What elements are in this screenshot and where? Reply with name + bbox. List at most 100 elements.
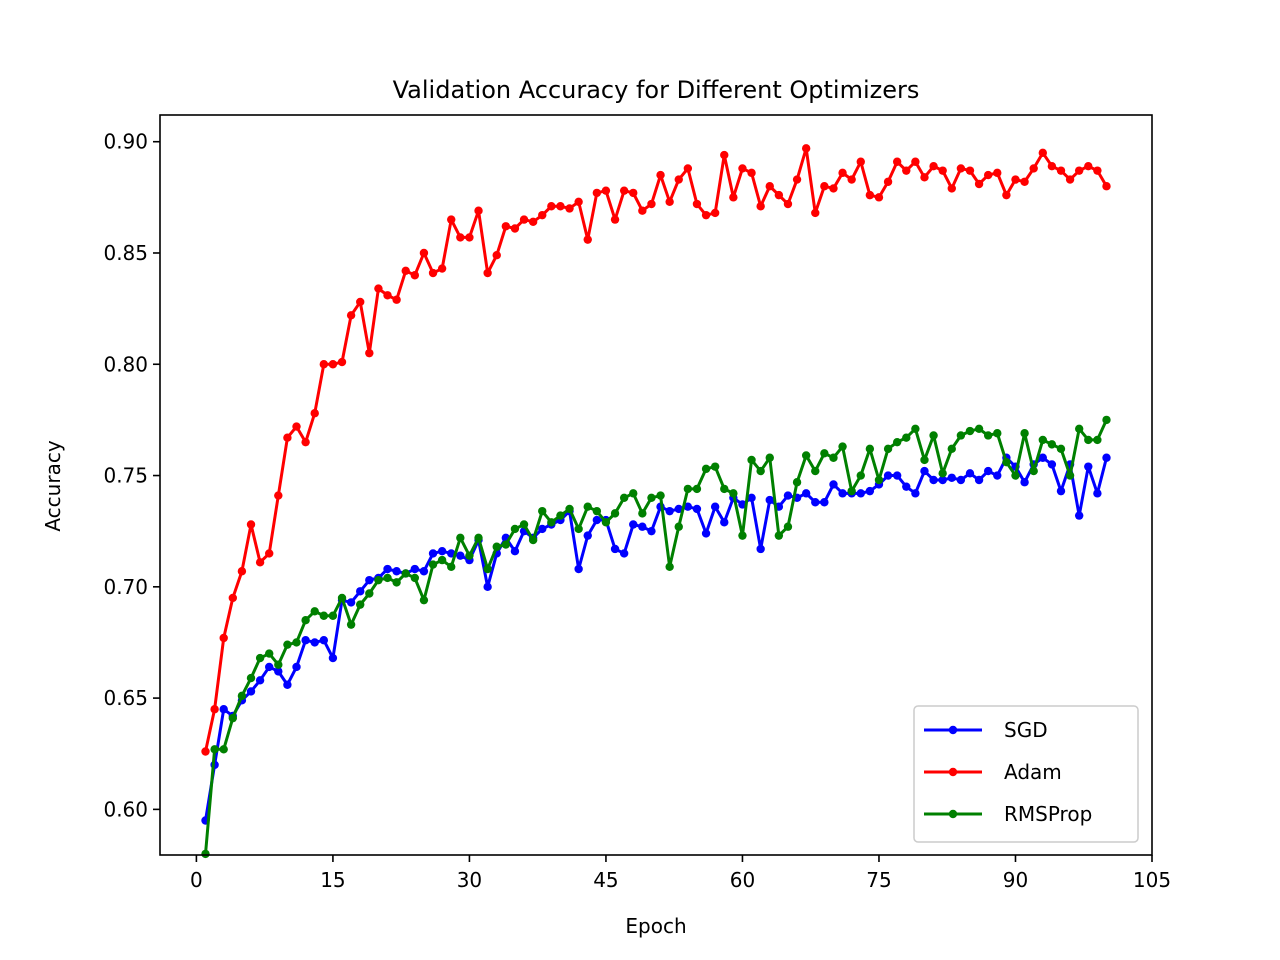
data-point-sgd	[993, 471, 1002, 480]
data-point-adam	[219, 633, 228, 643]
series-adam	[201, 144, 1111, 756]
data-point-sgd	[392, 567, 401, 576]
data-point-rmsprop	[902, 433, 911, 442]
data-point-sgd	[902, 482, 911, 491]
y-tick-label: 0.90	[103, 130, 148, 154]
data-point-adam	[883, 177, 893, 186]
legend-item-rmsprop: RMSProp	[924, 802, 1092, 826]
data-point-adam	[1074, 166, 1084, 175]
data-point-sgd	[437, 547, 447, 556]
data-point-sgd	[647, 526, 656, 536]
data-point-rmsprop	[283, 640, 292, 649]
data-point-adam	[629, 188, 638, 198]
data-point-rmsprop	[792, 478, 802, 487]
data-point-sgd	[328, 653, 338, 663]
data-point-rmsprop	[519, 520, 529, 529]
data-point-adam	[965, 166, 975, 175]
data-point-adam	[993, 168, 1002, 178]
data-point-rmsprop	[656, 491, 665, 500]
x-tick-label: 30	[457, 868, 482, 892]
data-point-rmsprop	[683, 484, 693, 494]
data-point-rmsprop	[501, 540, 511, 549]
data-point-adam	[1056, 166, 1066, 175]
data-point-rmsprop	[301, 616, 310, 625]
data-point-rmsprop	[883, 444, 893, 454]
data-point-rmsprop	[674, 522, 683, 531]
data-point-sgd	[283, 680, 292, 689]
chart-title: Validation Accuracy for Different Optimi…	[393, 76, 920, 104]
data-point-rmsprop	[274, 660, 283, 669]
data-point-rmsprop	[838, 442, 847, 451]
data-point-sgd	[974, 475, 984, 485]
data-point-adam	[765, 182, 774, 191]
data-point-adam	[947, 184, 956, 193]
data-point-adam	[1065, 175, 1075, 184]
data-point-adam	[538, 210, 547, 220]
data-point-sgd	[701, 529, 711, 538]
y-tick-label: 0.65	[103, 686, 148, 710]
data-point-sgd	[1084, 462, 1093, 471]
x-axis-label: Epoch	[625, 914, 686, 938]
data-point-sgd	[1074, 511, 1084, 520]
data-point-sgd	[383, 564, 392, 574]
x-tick-label: 60	[730, 868, 755, 892]
data-point-rmsprop	[920, 455, 929, 465]
data-point-rmsprop	[929, 431, 938, 440]
data-point-sgd	[956, 475, 966, 485]
data-point-rmsprop	[692, 484, 702, 494]
data-point-rmsprop	[1038, 435, 1047, 445]
data-point-rmsprop	[856, 471, 865, 480]
data-point-rmsprop	[1002, 457, 1011, 467]
data-point-adam	[801, 144, 811, 153]
data-point-adam	[865, 190, 875, 200]
data-point-rmsprop	[219, 745, 228, 754]
data-point-rmsprop	[583, 502, 592, 511]
data-point-rmsprop	[474, 533, 483, 543]
data-point-sgd	[865, 486, 875, 496]
data-point-sgd	[883, 471, 893, 480]
x-tick-label: 15	[320, 868, 345, 892]
data-point-adam	[210, 705, 219, 714]
data-point-sgd	[319, 636, 329, 645]
data-point-rmsprop	[1029, 466, 1038, 476]
data-point-rmsprop	[1093, 435, 1102, 445]
data-point-sgd	[892, 471, 902, 480]
data-point-sgd	[592, 515, 602, 525]
y-tick-label: 0.85	[103, 241, 148, 265]
data-point-adam	[374, 284, 383, 293]
data-point-adam	[683, 164, 693, 173]
data-point-adam	[328, 360, 338, 369]
data-point-sgd	[911, 489, 920, 498]
data-point-rmsprop	[292, 638, 301, 647]
legend-marker-adam	[948, 767, 958, 777]
data-point-adam	[456, 233, 465, 242]
series-rmsprop	[201, 415, 1111, 859]
legend-label-adam: Adam	[1004, 760, 1062, 784]
data-point-adam	[847, 175, 856, 184]
legend-marker-sgd	[948, 725, 958, 735]
data-point-sgd	[619, 549, 629, 558]
data-point-adam	[974, 179, 984, 189]
data-point-adam	[619, 186, 629, 195]
data-point-adam	[656, 170, 665, 180]
data-point-sgd	[346, 598, 356, 607]
data-point-sgd	[1047, 460, 1057, 469]
data-point-rmsprop	[956, 431, 966, 440]
data-point-rmsprop	[319, 611, 329, 620]
data-point-rmsprop	[783, 522, 793, 531]
series-line-rmsprop	[204, 419, 1108, 855]
data-point-rmsprop	[847, 486, 856, 496]
data-point-rmsprop	[619, 493, 629, 502]
data-point-sgd	[1102, 453, 1111, 462]
data-point-adam	[665, 197, 674, 206]
data-point-rmsprop	[647, 493, 656, 502]
data-point-rmsprop	[337, 593, 347, 603]
data-point-sgd	[756, 544, 765, 554]
data-point-sgd	[583, 531, 592, 540]
data-point-sgd	[219, 705, 228, 714]
data-point-sgd	[428, 549, 438, 558]
data-point-sgd	[629, 520, 638, 529]
data-point-sgd	[246, 687, 256, 696]
